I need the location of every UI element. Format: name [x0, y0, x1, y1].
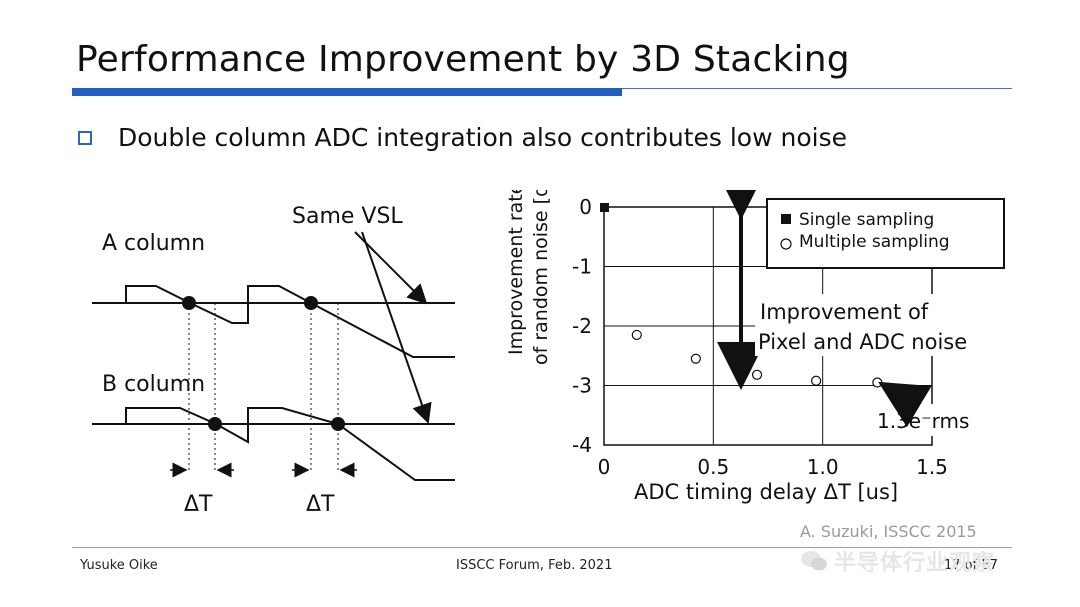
- footer-divider: [72, 547, 1012, 548]
- data-point-multiple: [751, 369, 763, 380]
- footer-event: ISSCC Forum, Feb. 2021: [456, 558, 613, 573]
- delta-t-label: ΔT: [306, 492, 335, 517]
- data-point-single: [600, 203, 609, 212]
- x-tick-label: 1.5: [916, 455, 948, 479]
- y-tick-label: -4: [572, 433, 592, 457]
- y-tick-label: 0: [579, 195, 592, 219]
- a-column-label: A column: [102, 231, 205, 256]
- sample-dot: [304, 296, 318, 310]
- improvement-label-2: Pixel and ADC noise: [758, 330, 967, 354]
- title-underline-accent: [72, 88, 622, 96]
- watermark: 半导体行业观察: [800, 546, 995, 576]
- improvement-label-1: Improvement of: [760, 300, 929, 324]
- wechat-icon: [801, 551, 827, 571]
- sample-dot: [331, 417, 345, 431]
- footer-page-number: 17 of 57: [944, 558, 998, 573]
- legend-box: [766, 198, 1005, 269]
- bullet-square-icon: [78, 131, 92, 145]
- data-point-multiple: [811, 375, 822, 386]
- footer-presenter: Yusuke Oike: [80, 558, 158, 573]
- data-point-multiple: [631, 329, 642, 341]
- timing-diagram: A column B column Same VSL ΔT ΔT: [92, 204, 455, 517]
- noise-callout-arrow: [878, 381, 932, 428]
- x-tick-label: 1.0: [807, 455, 839, 479]
- legend-label-single: Single sampling: [799, 210, 934, 230]
- data-point-multiple: [872, 377, 883, 388]
- y-axis-label-line2: of random noise [dB]: [530, 190, 552, 365]
- watermark-text: 半导体行业观察: [834, 551, 996, 576]
- bullet-text: Double column ADC integration also contr…: [118, 123, 847, 152]
- noise-callout-label: 1.3e⁻rms: [877, 409, 969, 433]
- slide-title: Performance Improvement by 3D Stacking: [76, 39, 850, 80]
- sample-dot: [182, 296, 196, 310]
- b-column-label: B column: [102, 372, 205, 397]
- y-tick-label: -3: [572, 374, 592, 398]
- legend-marker-single: [781, 214, 791, 224]
- x-tick-label: 0: [598, 455, 611, 479]
- y-tick-label: -1: [572, 255, 592, 279]
- x-tick-label: 0.5: [697, 455, 729, 479]
- legend-label-multiple: Multiple sampling: [799, 232, 950, 252]
- data-point-multiple: [690, 353, 701, 364]
- same-vsl-label: Same VSL: [292, 204, 403, 229]
- y-axis-label-line1: Improvement rate: [505, 190, 527, 355]
- legend-marker-multiple: [780, 238, 792, 250]
- delta-t-label: ΔT: [184, 492, 213, 517]
- noise-improvement-chart: 0 0.5 1.0 1.5 0 -1 -2 -3 -4 ADC timing delay ΔT…: [505, 190, 1005, 504]
- y-tick-label: -2: [572, 314, 592, 338]
- b-column-waveform: [92, 407, 455, 481]
- title-underline-thin: [622, 88, 1012, 89]
- a-column-waveform: [92, 285, 455, 358]
- x-axis-label: ADC timing delay ΔT [us]: [634, 480, 898, 504]
- citation: A. Suzuki, ISSCC 2015: [800, 522, 977, 541]
- sample-dot: [208, 417, 222, 431]
